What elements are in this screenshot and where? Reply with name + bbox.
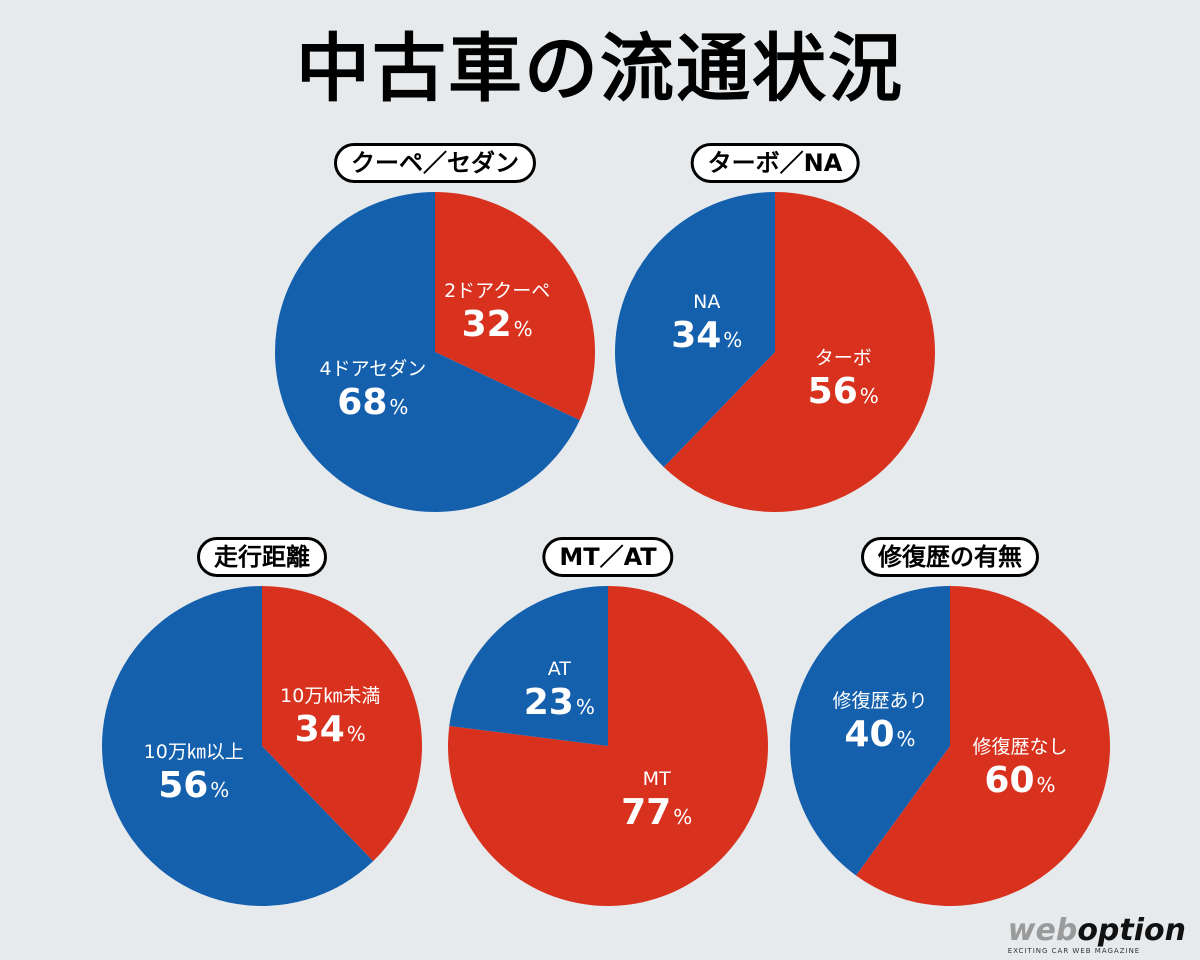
slice-label: NA 34% [671, 290, 742, 358]
percent-unit: % [723, 328, 743, 353]
slice-name: 修復歴あり [832, 690, 928, 713]
slice-name: MT [642, 768, 671, 791]
logo-web: web [1007, 913, 1078, 948]
pie-slice [614, 192, 775, 468]
slice-value: 56 [807, 370, 858, 412]
pie-slice [101, 586, 374, 907]
slice-value: 23 [523, 681, 574, 723]
slice-label: 10万㎞未満 34% [280, 684, 380, 752]
slice-value: 40 [844, 714, 895, 756]
slice-name: 2ドアクーペ [444, 279, 551, 302]
slice-label: ターボ 56% [808, 346, 879, 414]
slice-name: 10万㎞以上 [143, 740, 244, 763]
percent-unit: % [896, 727, 916, 752]
slice-label: 2ドアクーペ 32% [444, 279, 550, 347]
chart-title: 走行距離 [197, 537, 327, 577]
slice-value: 60 [984, 759, 1035, 801]
slice-value: 77 [621, 792, 672, 834]
percent-unit: % [673, 805, 693, 830]
percent-unit: % [513, 316, 533, 341]
slice-value-row: 40% [844, 713, 915, 757]
slice-value-row: 34% [671, 314, 742, 358]
pie-slice [448, 586, 768, 907]
slice-value-row: 56% [808, 370, 879, 414]
slice-label: MT 77% [621, 767, 692, 835]
slice-label: AT 23% [524, 657, 595, 725]
pie-slice [855, 586, 1110, 906]
slice-value: 56 [158, 764, 209, 806]
slice-label: 4ドアセダン 68% [319, 357, 426, 425]
chart-title: 修復歴の有無 [861, 537, 1039, 577]
slice-value-row: 68% [337, 381, 408, 425]
logo-option: option [1077, 913, 1186, 948]
weboption-logo: weboption EXCITING CAR WEB MAGAZINE [1008, 915, 1186, 956]
slice-value: 34 [294, 709, 345, 751]
slice-label: 修復歴なし 60% [972, 735, 1067, 803]
pie-slice [262, 586, 422, 862]
pie-slice [790, 586, 950, 876]
slice-name: AT [547, 657, 571, 680]
slice-value-row: 77% [621, 791, 692, 835]
pie-slice [449, 586, 608, 746]
chart-title: MT／AT [542, 537, 674, 577]
percent-unit: % [210, 777, 230, 802]
pie-slice [435, 192, 595, 421]
chart-title: ターボ／NA [690, 143, 860, 183]
page-title: 中古車の流通状況 [296, 26, 904, 112]
logo-tagline: EXCITING CAR WEB MAGAZINE [1007, 947, 1141, 955]
slice-name: NA [693, 291, 721, 314]
slice-name: ターボ [814, 346, 872, 369]
slice-value-row: 23% [524, 681, 595, 725]
slice-name: 10万㎞未満 [280, 685, 381, 708]
slice-label: 10万㎞以上 56% [144, 740, 244, 808]
percent-unit: % [1036, 772, 1056, 797]
percent-unit: % [859, 383, 879, 408]
percent-unit: % [575, 694, 595, 719]
percent-unit: % [389, 395, 409, 420]
chart-title: クーペ／セダン [334, 143, 536, 183]
pie-slice [663, 192, 935, 512]
slice-value-row: 56% [158, 764, 229, 808]
pie-slice [275, 192, 580, 513]
slice-value: 34 [671, 315, 722, 357]
slice-value-row: 32% [462, 303, 533, 347]
slice-name: 修復歴なし [972, 735, 1068, 758]
slice-label: 修復歴あり 40% [832, 689, 927, 757]
slice-value-row: 34% [295, 708, 366, 752]
percent-unit: % [346, 722, 366, 747]
logo-wordmark: weboption [1008, 915, 1186, 947]
slice-value: 68 [337, 382, 388, 424]
slice-value-row: 60% [984, 759, 1055, 803]
slice-value: 32 [461, 303, 512, 345]
slice-name: 4ドアセダン [319, 358, 427, 381]
